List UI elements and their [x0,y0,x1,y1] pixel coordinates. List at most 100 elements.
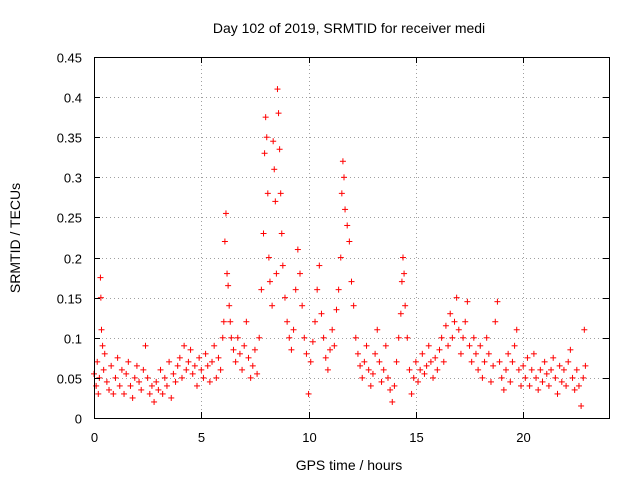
data-point [404,334,411,341]
data-point [530,350,537,357]
data-point [138,386,145,393]
data-point [528,366,535,373]
data-point [288,346,295,353]
data-point [213,374,220,381]
data-point [225,282,232,289]
data-point [406,366,413,373]
data-point [312,318,319,325]
data-point [97,294,104,301]
y-tick-label: 0.4 [64,91,82,106]
y-tick-label: 0.3 [64,171,82,186]
data-point [498,374,505,381]
data-point [187,346,194,353]
data-point [518,382,525,389]
y-tick-label: 0.2 [64,252,82,267]
data-point [290,326,297,333]
data-point [543,370,550,377]
data-point [153,378,160,385]
data-point [472,350,479,357]
data-point [365,366,372,373]
data-point [430,374,437,381]
data-point [256,334,263,341]
data-point [161,374,168,381]
data-point [352,334,359,341]
data-point [487,378,494,385]
y-tick-label: 0.35 [57,131,82,146]
data-point [513,326,520,333]
data-point [421,370,428,377]
data-point [227,318,234,325]
x-tick-label: 15 [409,430,423,445]
data-point [316,262,323,269]
data-point [114,354,121,361]
data-point [125,358,132,365]
data-point [415,378,422,385]
data-point [350,302,357,309]
data-point [320,334,327,341]
data-point [129,394,136,401]
data-point [494,298,501,305]
data-point [97,274,104,281]
data-point [110,390,117,397]
data-point [380,366,387,373]
data-point [398,278,405,285]
data-point [247,374,254,381]
data-point [217,366,224,373]
data-point [410,374,417,381]
data-point [198,366,205,373]
data-point [425,342,432,349]
data-point [260,230,267,237]
data-point [322,354,329,361]
data-point [271,166,278,173]
data-point [449,334,456,341]
data-point [178,374,185,381]
y-tick-label: 0 [75,412,82,427]
data-point [445,342,452,349]
data-point [539,378,546,385]
data-point [278,230,285,237]
y-axis-label: SRMTID / TECUs [7,183,23,293]
data-point [264,190,271,197]
data-point [537,366,544,373]
data-point [522,374,529,381]
data-point [384,374,391,381]
data-point [222,210,229,217]
x-tick-label: 20 [516,430,530,445]
data-point [292,286,299,293]
data-point [535,386,542,393]
data-point [275,110,282,117]
data-point [220,318,227,325]
data-point [550,354,557,361]
data-point [361,358,368,365]
data-point [567,346,574,353]
data-point [563,382,570,389]
data-point [348,278,355,285]
data-point [108,362,115,369]
data-point [393,358,400,365]
data-point [127,382,134,389]
data-point [163,382,170,389]
y-tick-label: 0.45 [57,51,82,66]
data-point [451,318,458,325]
data-point [369,370,376,377]
data-point [279,262,286,269]
data-point [270,138,277,145]
data-point [412,358,419,365]
data-point [346,238,353,245]
data-point [263,134,270,141]
data-point [243,318,250,325]
data-point [286,334,293,341]
data-point [221,238,228,245]
data-point [277,190,284,197]
data-point [509,358,516,365]
data-point [168,394,175,401]
data-point [170,370,177,377]
data-point [131,374,138,381]
data-point [151,398,158,405]
data-point [432,354,439,361]
data-point [335,286,342,293]
data-point [176,354,183,361]
data-point [112,374,119,381]
data-point [98,326,105,333]
